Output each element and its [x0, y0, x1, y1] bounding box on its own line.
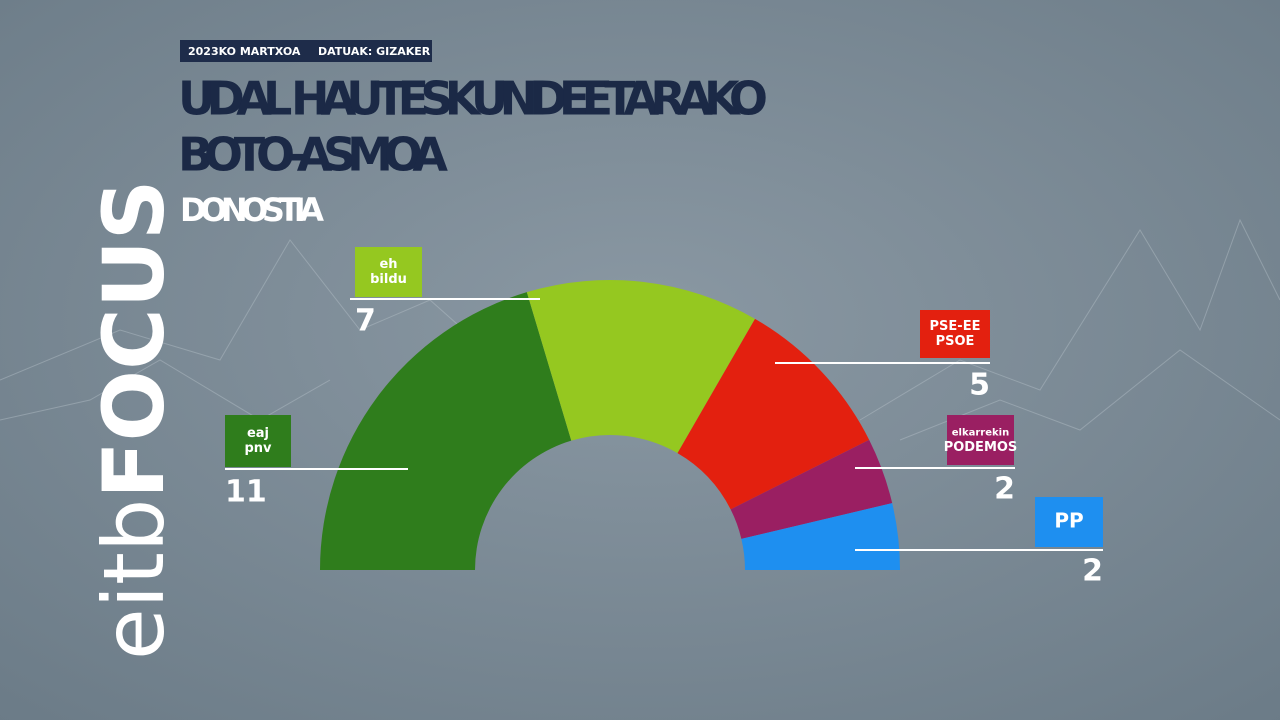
- segment: [526, 279, 755, 454]
- logo-text: PODEMOS: [944, 440, 1018, 455]
- seat-count: 5: [969, 368, 990, 403]
- logo-text: PSOE: [936, 334, 975, 349]
- info-box: [180, 40, 432, 62]
- logo-text: eh: [379, 257, 397, 272]
- brand: eitbFOCUS: [85, 180, 183, 660]
- seat-count: 2: [994, 472, 1015, 507]
- party-logo: [225, 415, 291, 467]
- logo-text: elkarrekin: [952, 428, 1009, 439]
- party-logo: [920, 310, 990, 358]
- seat-count: 2: [1082, 554, 1103, 589]
- subtitle: DONOSTIA: [180, 191, 324, 229]
- brand-a: eitb: [85, 499, 183, 660]
- segment: [320, 292, 572, 570]
- seat-count: 11: [225, 475, 267, 510]
- logo-text: eaj: [247, 426, 269, 441]
- logo-text: PSE-EE: [930, 319, 981, 334]
- brand-b: FOCUS: [85, 180, 183, 499]
- title: BOTO-ASMOA: [178, 128, 448, 182]
- date: 2023KO MARTXOA: [188, 45, 301, 58]
- logo-text: bildu: [370, 272, 407, 287]
- party-logo: [1035, 497, 1103, 547]
- segment: [677, 318, 870, 510]
- party-logo: [947, 415, 1014, 465]
- logo-text: PP: [1054, 509, 1083, 533]
- seat-count: 7: [355, 304, 376, 339]
- segment: [741, 503, 900, 570]
- source: DATUAK: GIZAKER: [318, 45, 431, 58]
- segment: [730, 439, 893, 539]
- party-logo: [355, 247, 422, 297]
- logo-text: pnv: [244, 441, 272, 456]
- title: UDAL HAUTESKUNDEETARAKO: [178, 72, 768, 126]
